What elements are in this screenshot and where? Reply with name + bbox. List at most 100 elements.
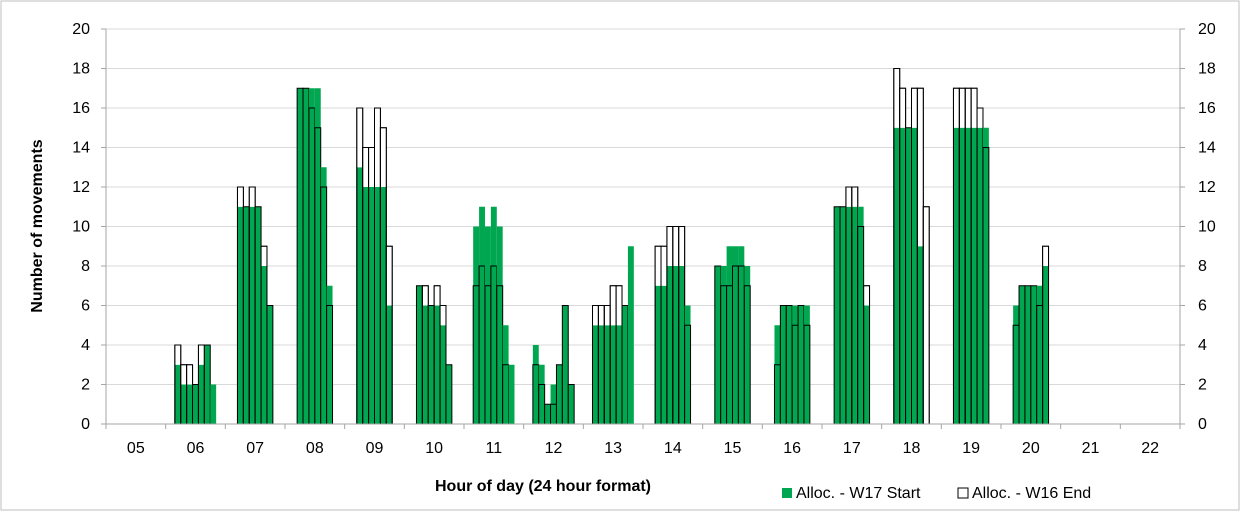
bar-w17-start	[356, 167, 363, 424]
bar-w16-end-fill	[846, 187, 852, 207]
y-tick-label: 18	[72, 61, 90, 78]
y2-tick-label: 16	[1198, 100, 1216, 117]
bar-w17-start	[1036, 285, 1043, 424]
y-tick-label: 16	[72, 100, 90, 117]
bar-w17-start	[845, 206, 852, 424]
bar-w16-end-fill	[380, 128, 386, 187]
bar-w16-end	[952, 87, 960, 425]
bar-w17-start	[255, 206, 262, 424]
y-axis-title: Number of movements	[29, 139, 46, 312]
bar-w16-end	[368, 147, 376, 425]
bar-w16-end	[851, 186, 859, 425]
bar-w17-start	[538, 364, 545, 424]
bar-w16-end	[970, 87, 978, 425]
bar-w16-end-fill	[894, 69, 900, 128]
bar-w17-start	[508, 364, 515, 424]
y2-tick-label: 10	[1198, 219, 1216, 236]
y2-tick-label: 4	[1198, 337, 1207, 354]
x-tick-label: 15	[724, 440, 742, 457]
y2-tick-label: 20	[1198, 21, 1216, 38]
y2-tick-label: 12	[1198, 179, 1216, 196]
bar-w16-end-fill	[369, 148, 374, 187]
bar-w17-start	[953, 127, 960, 424]
bar-w17-start	[440, 325, 446, 424]
bar-w17-start	[905, 127, 912, 424]
bar-w16-end-fill	[363, 148, 369, 187]
bar-w17-start	[803, 305, 810, 424]
bar-w17-start	[320, 167, 327, 424]
bar-w16-end	[899, 87, 907, 425]
bar-w17-start	[917, 246, 924, 424]
bar-w17-start	[434, 305, 441, 424]
x-tick-label: 22	[1141, 440, 1159, 457]
bar-w16-end-fill	[923, 207, 929, 424]
bar-w16-end-fill	[661, 246, 667, 286]
bar-w17-start	[422, 305, 429, 424]
bar-w17-start	[851, 206, 858, 424]
bar-w17-start	[744, 266, 751, 424]
bar-w17-start	[1019, 285, 1025, 424]
y-tick-label: 10	[72, 219, 90, 236]
bar-w16-end	[863, 285, 871, 425]
bar-w17-start	[266, 305, 273, 424]
bar-w17-start	[368, 187, 375, 424]
bar-w17-start	[840, 206, 846, 424]
bar-w17-start	[732, 246, 739, 424]
bar-w17-start	[249, 206, 256, 424]
bar-w17-start	[374, 187, 381, 424]
bar-w17-start	[592, 325, 599, 424]
bar-w17-start	[484, 226, 491, 424]
bar-w17-start	[661, 285, 667, 424]
bar-w17-start	[672, 266, 679, 424]
bar-w17-start	[1042, 266, 1049, 424]
bar-w17-start	[965, 127, 972, 424]
bar-w16-end-fill	[598, 306, 604, 326]
bar-w16-end-fill	[900, 88, 906, 128]
y2-tick-label: 8	[1198, 258, 1207, 275]
bar-w17-start	[959, 127, 966, 424]
bar-w17-start	[720, 266, 727, 424]
y2-tick-label: 18	[1198, 61, 1216, 78]
bar-w17-start	[562, 305, 569, 424]
bar-w17-start	[786, 305, 793, 424]
bar-w17-start	[738, 246, 745, 424]
bar-w16-end-fill	[864, 286, 870, 306]
bar-w17-start	[314, 88, 321, 424]
y-tick-label: 6	[81, 298, 90, 315]
bar-w16-end-fill	[965, 88, 971, 128]
bar-w17-start	[792, 305, 799, 424]
bar-w17-start	[971, 127, 978, 424]
x-tick-label: 17	[843, 440, 861, 457]
bar-w16-end-fill	[187, 365, 193, 385]
bar-w16-end-fill	[616, 286, 622, 326]
bar-w17-start	[982, 127, 989, 424]
bar-w17-start	[1030, 285, 1037, 424]
bar-w16-end	[433, 285, 441, 425]
bar-w17-start	[726, 246, 733, 424]
bar-w16-end	[964, 87, 972, 425]
x-tick-label: 06	[187, 440, 205, 457]
gridlines	[106, 28, 1180, 425]
bar-w16-end-fill	[852, 187, 858, 207]
bar-w17-start	[834, 206, 841, 424]
bars	[174, 68, 1050, 425]
bar-w16-end-fill	[357, 108, 363, 168]
legend-swatch-w17	[782, 488, 792, 498]
bar-w16-end-fill	[1043, 246, 1049, 266]
bar-w17-start	[598, 325, 605, 424]
bar-w16-end	[236, 186, 244, 425]
y-tick-label: 8	[81, 258, 90, 275]
bar-w16-end-fill	[977, 108, 983, 128]
bar-w16-end-fill	[422, 286, 428, 306]
x-tick-label: 14	[664, 440, 682, 457]
x-tick-label: 10	[425, 440, 443, 457]
bar-w17-start	[774, 325, 781, 424]
x-tick-label: 11	[486, 440, 503, 457]
bar-w17-start	[303, 88, 309, 424]
bar-w17-start	[911, 127, 918, 424]
x-tick-label: 18	[903, 440, 921, 457]
legend-swatch-w16	[957, 487, 969, 499]
bar-w17-start	[532, 345, 539, 424]
legend-label-w17: Alloc. - W17 Start	[796, 485, 921, 502]
